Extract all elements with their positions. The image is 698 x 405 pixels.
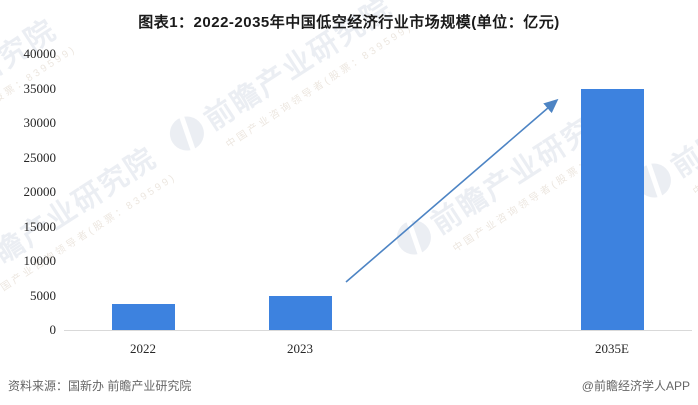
y-tick-label: 40000 bbox=[23, 46, 57, 61]
x-tick-label: 2035E bbox=[595, 341, 629, 356]
bar-2035E bbox=[580, 88, 644, 330]
bar-2022 bbox=[111, 304, 175, 330]
y-tick-label: 20000 bbox=[23, 184, 57, 199]
x-axis-line bbox=[64, 330, 692, 331]
credit-note: @前瞻经济学人APP bbox=[581, 379, 690, 393]
x-tick-label: 2022 bbox=[130, 341, 156, 356]
y-tick-label: 10000 bbox=[23, 253, 57, 268]
y-tick-label: 5000 bbox=[30, 287, 56, 303]
y-tick-label: 15000 bbox=[23, 218, 57, 234]
bar-2023 bbox=[268, 295, 332, 330]
y-tick-label: 25000 bbox=[23, 149, 57, 165]
y-tick-label: 30000 bbox=[23, 115, 57, 130]
y-tick-label: 0 bbox=[49, 322, 57, 337]
x-tick-label: 2023 bbox=[287, 341, 313, 356]
chart-title: 图表1：2022-2035年中国低空经济行业市场规模(单位：亿元) bbox=[138, 14, 560, 31]
y-tick-label: 35000 bbox=[23, 80, 57, 96]
source-note: 资料来源：国新办 前瞻产业研究院 bbox=[8, 379, 192, 393]
